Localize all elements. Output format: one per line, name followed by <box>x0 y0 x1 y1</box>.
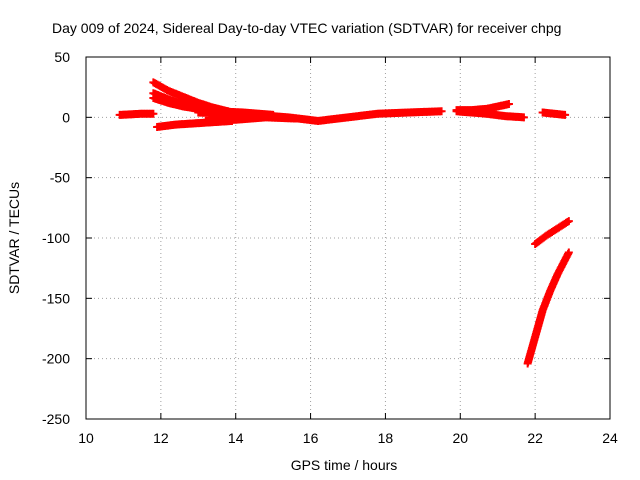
grid-lines <box>86 57 610 419</box>
plot-area-frame <box>85 56 611 420</box>
axis-ticks: 10 12 14 16 18 20 22 24 50 0 -50 -100 -150 -200 -250 <box>42 49 618 446</box>
data-point-marker <box>561 110 570 119</box>
y-tick-label: -50 <box>50 170 70 186</box>
x-tick-label: 16 <box>303 430 319 446</box>
y-axis-label: SDTVAR / TECUs <box>6 182 22 294</box>
x-tick-label: 20 <box>452 430 468 446</box>
series-6 <box>201 113 300 125</box>
data-point-marker <box>437 107 446 116</box>
series-12 <box>523 248 573 368</box>
data-point-marker <box>519 113 528 122</box>
data-point-marker <box>149 109 158 118</box>
series-10 <box>538 108 570 119</box>
y-tick-label: -250 <box>42 411 70 427</box>
data-point-marker <box>291 114 300 123</box>
data-markers <box>115 78 573 368</box>
series-7 <box>213 107 278 119</box>
chart-title: Day 009 of 2024, Sidereal Day-to-day VTE… <box>52 20 561 36</box>
x-tick-label: 14 <box>228 430 244 446</box>
x-tick-label: 22 <box>527 430 543 446</box>
x-tick-label: 18 <box>378 430 394 446</box>
y-tick-label: -200 <box>42 351 70 367</box>
data-point-marker <box>504 100 513 109</box>
data-point-marker <box>564 217 573 226</box>
y-tick-label: -150 <box>42 290 70 306</box>
x-tick-label: 12 <box>153 430 169 446</box>
data-point-marker <box>269 110 278 119</box>
series-11 <box>531 217 573 249</box>
data-point-marker <box>564 248 573 257</box>
y-tick-label: 0 <box>62 109 70 125</box>
y-tick-label: -100 <box>42 230 70 246</box>
y-tick-label: 50 <box>54 49 70 65</box>
x-tick-label: 24 <box>602 430 618 446</box>
series-9 <box>452 107 528 122</box>
x-tick-label: 10 <box>78 430 94 446</box>
x-axis-label: GPS time / hours <box>291 457 398 473</box>
series-0 <box>115 109 158 119</box>
